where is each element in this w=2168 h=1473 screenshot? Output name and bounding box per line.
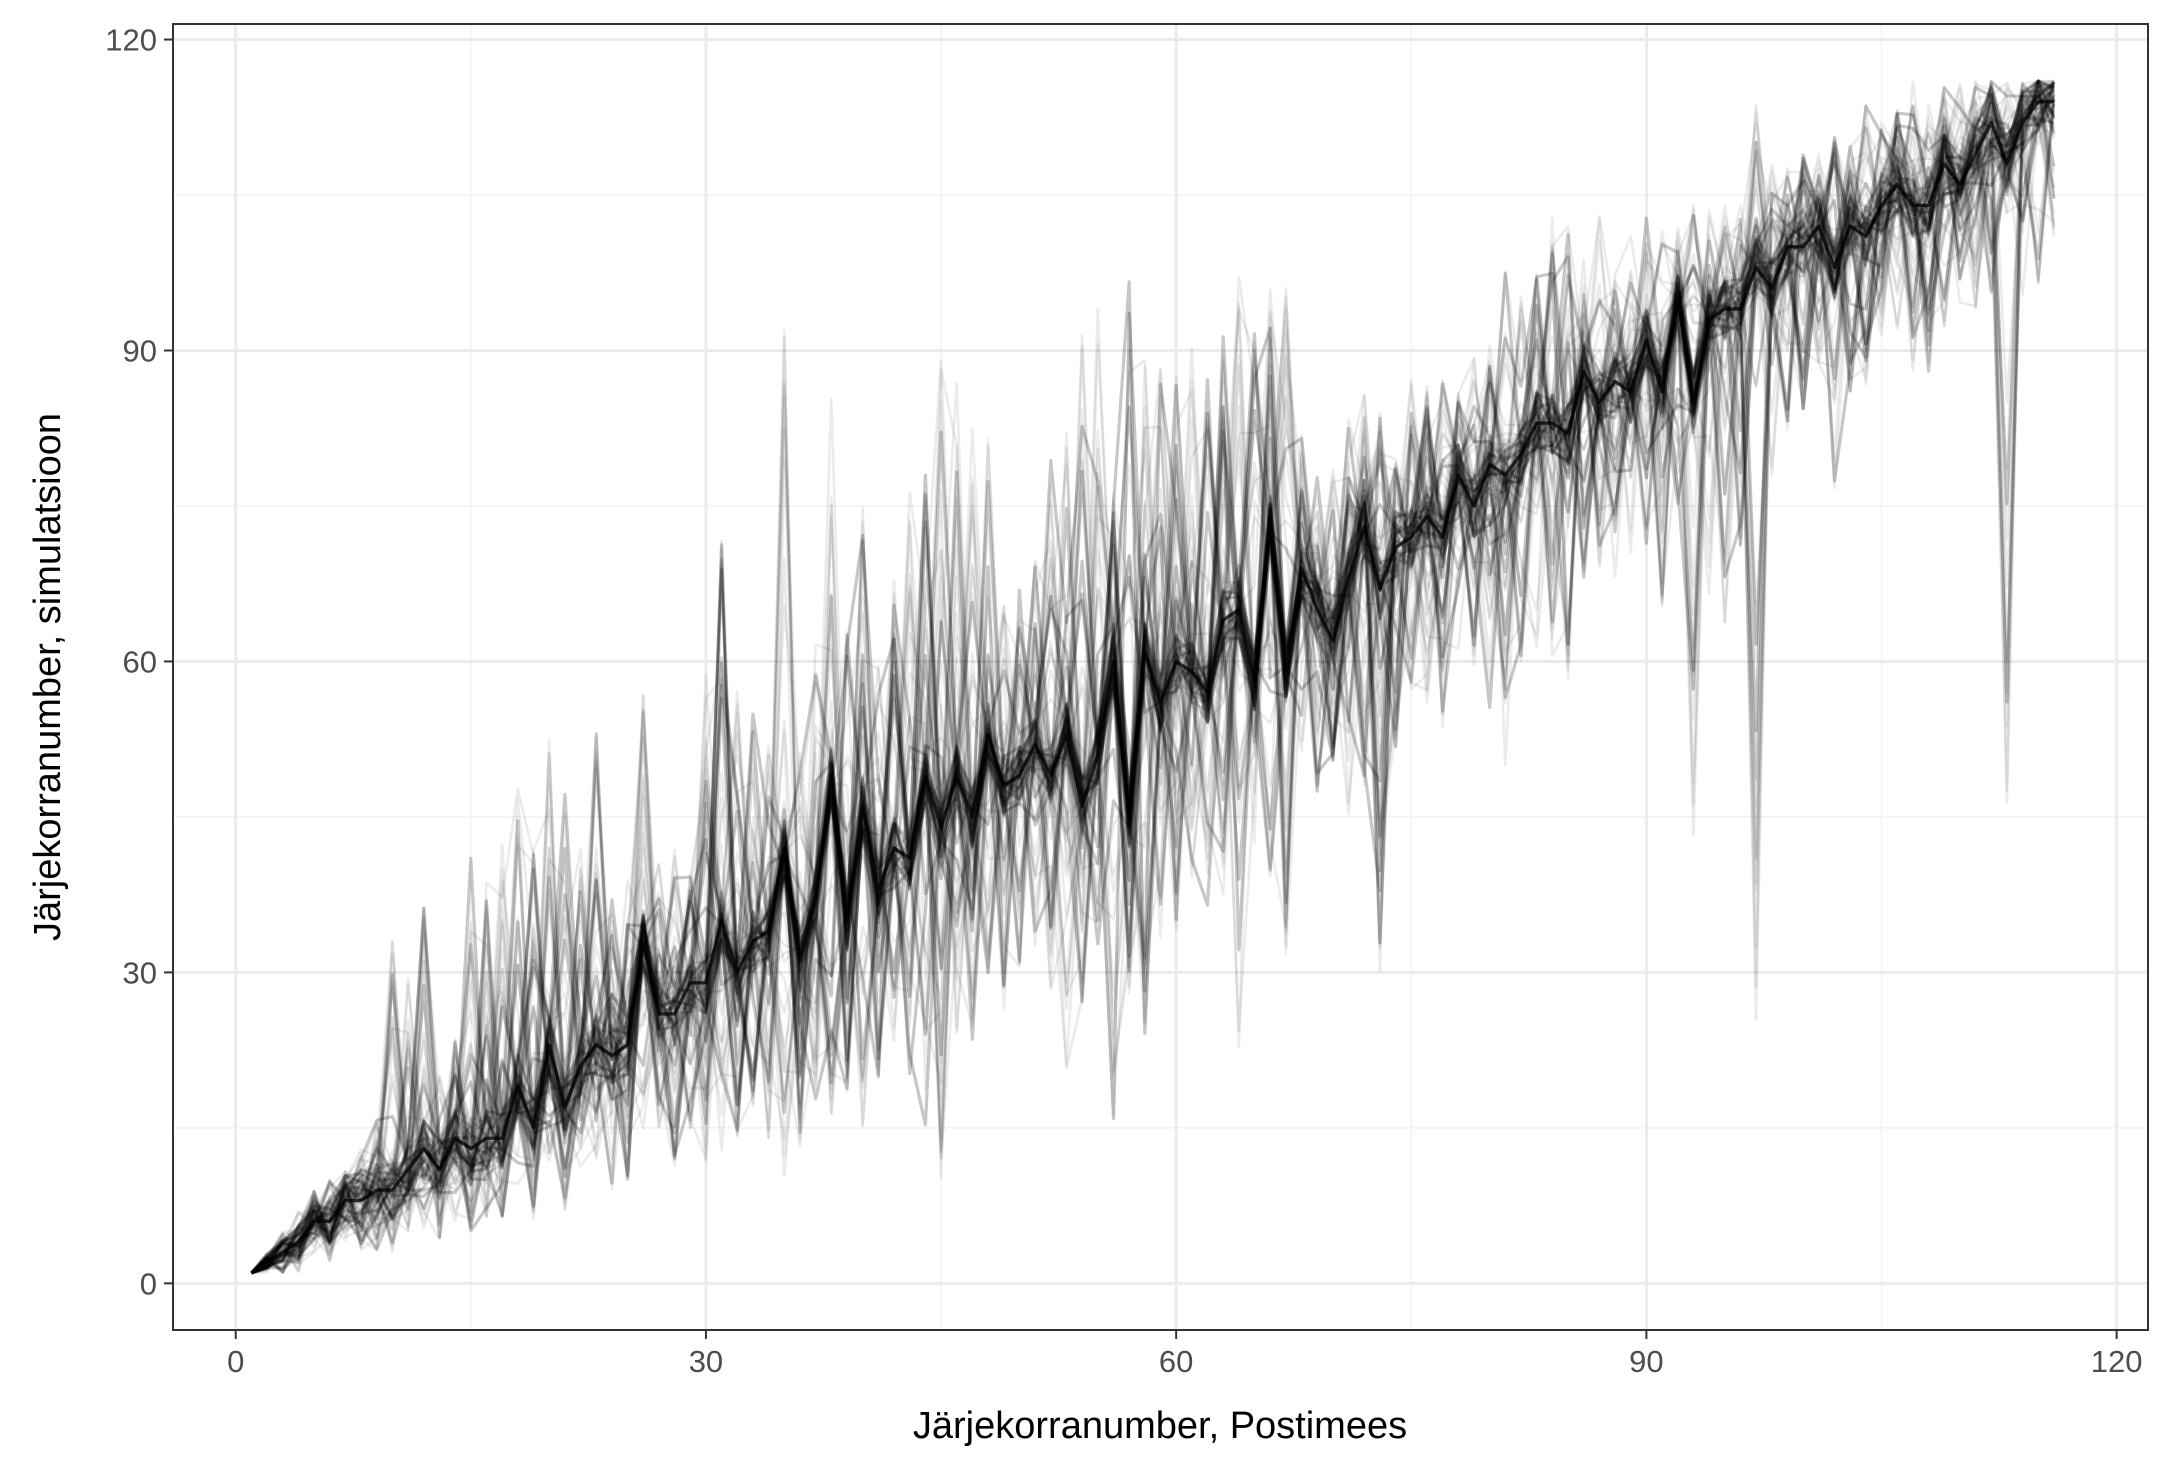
simulation-line <box>250 90 2056 1274</box>
simulation-line <box>250 79 2055 1274</box>
simulation-line <box>250 96 2056 1274</box>
simulation-line <box>250 85 2056 1274</box>
simulation-line <box>250 82 2056 1275</box>
y-tick-label: 0 <box>140 1266 157 1301</box>
y-axis-title: Järjekorranumber, simulatsioon <box>27 413 69 941</box>
simulation-line <box>250 128 2056 1274</box>
x-axis-title: Järjekorranumber, Postimees <box>913 1405 1407 1447</box>
simulation-line <box>250 85 2056 1275</box>
simulation-line <box>250 107 2056 1274</box>
simulation-line <box>250 84 2056 1275</box>
simulation-line <box>250 103 2055 1275</box>
simulation-line <box>250 80 2056 1274</box>
simulation-line <box>250 79 2056 1275</box>
simulation-line <box>250 79 2055 1274</box>
series-lines <box>250 79 2056 1275</box>
simulation-line <box>250 85 2056 1275</box>
simulation-line <box>250 79 2056 1275</box>
simulation-line <box>250 82 2055 1274</box>
simulation-line <box>250 85 2056 1275</box>
x-tick-label: 120 <box>2091 1344 2143 1379</box>
x-tick-label: 30 <box>689 1344 723 1379</box>
x-tick-label: 60 <box>1159 1344 1193 1379</box>
y-tick-label: 120 <box>105 23 157 58</box>
x-tick-label: 90 <box>1629 1344 1663 1379</box>
simulation-line <box>250 101 2056 1274</box>
simulation-line <box>250 95 2055 1275</box>
plot-border <box>172 23 2149 1331</box>
y-tick-label: 30 <box>123 955 157 990</box>
simulation-line <box>250 99 2056 1275</box>
simulation-line <box>250 84 2056 1275</box>
simulation-line <box>250 80 2056 1275</box>
simulation-line <box>250 107 2055 1275</box>
simulation-line <box>250 87 2056 1274</box>
simulation-line <box>250 88 2055 1275</box>
simulation-line <box>250 106 2056 1275</box>
y-tick-label: 60 <box>123 644 157 679</box>
simulation-line <box>250 81 2055 1275</box>
x-tick-label: 0 <box>227 1344 244 1379</box>
simulation-line <box>250 93 2056 1275</box>
simulation-line <box>250 85 2055 1275</box>
simulation-line <box>250 94 2056 1274</box>
simulation-line <box>250 82 2056 1275</box>
simulation-line <box>250 79 2056 1275</box>
simulation-line <box>250 80 2056 1274</box>
plot-panel <box>173 24 2148 1330</box>
simulation-line <box>250 79 2056 1274</box>
axis-ticks: 0 30 60 90 120 0 30 60 90 120 <box>105 23 2142 1379</box>
simulation-line <box>250 79 2055 1275</box>
simulation-line <box>250 103 2056 1275</box>
simulation-line <box>250 119 2055 1275</box>
y-tick-label: 90 <box>123 334 157 369</box>
simulation-line <box>250 82 2056 1275</box>
median-line <box>250 99 2054 1275</box>
simulation-line <box>250 81 2055 1275</box>
simulation-line <box>250 81 2056 1275</box>
simulation-line <box>250 85 2055 1275</box>
simulation-line <box>251 81 2055 1275</box>
simulation-line <box>250 80 2055 1275</box>
simulation-line <box>250 80 2056 1275</box>
simulation-line <box>250 81 2056 1274</box>
simulation-line <box>250 81 2055 1275</box>
simulation-line <box>250 79 2055 1275</box>
simulation-line <box>251 83 2056 1275</box>
simulation-line <box>250 95 2056 1275</box>
simulation-line <box>251 84 2056 1275</box>
gridlines <box>173 24 2148 1330</box>
simulation-line <box>250 83 2056 1275</box>
